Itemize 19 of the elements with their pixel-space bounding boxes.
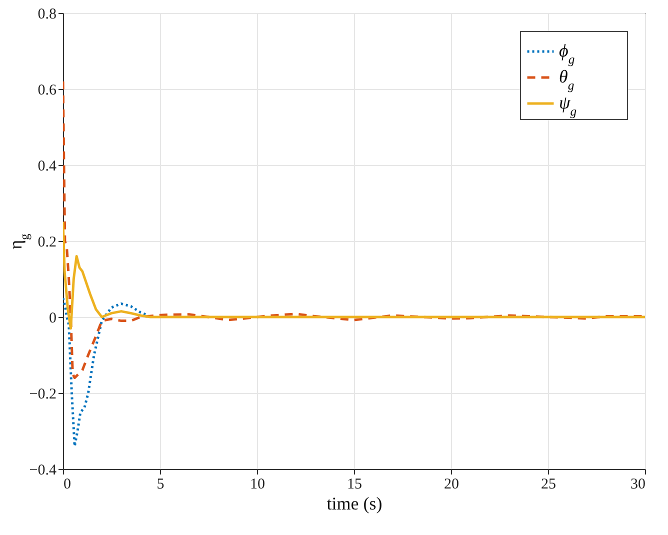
line-series <box>63 220 645 330</box>
x-tick-label: 0 <box>64 476 71 492</box>
x-tick-label: 20 <box>444 476 459 492</box>
legend-label: ϕ$_{g}$ <box>559 40 575 66</box>
y-tick-label: 0.2 <box>38 234 56 250</box>
x-tick-label: 15 <box>347 476 362 492</box>
y-tick-label: −0.2 <box>29 386 56 402</box>
legend-label: θ$_{g}$ <box>559 66 574 92</box>
x-tick-label: 5 <box>156 476 164 492</box>
x-tick-label: 25 <box>541 476 556 492</box>
x-tick-label: 30 <box>630 476 646 492</box>
y-tick-label: 0.8 <box>38 6 56 22</box>
y-tick-label: 0.6 <box>38 82 57 98</box>
x-tick-label: 10 <box>250 476 265 492</box>
legend-label: ψ$_{g}$ <box>559 92 576 118</box>
y-tick-label: 0 <box>49 310 56 326</box>
y-tick-label: 0.4 <box>38 158 57 174</box>
y-tick-label: −0.4 <box>29 462 57 478</box>
x-axis-title: time (s) <box>326 494 382 514</box>
